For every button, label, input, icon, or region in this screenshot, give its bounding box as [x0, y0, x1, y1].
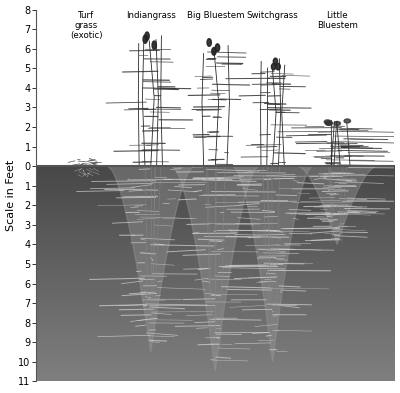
Text: Turf
grass
(exotic): Turf grass (exotic) — [70, 11, 102, 40]
Text: Little
Bluestem: Little Bluestem — [317, 11, 358, 30]
Text: Switchgrass: Switchgrass — [247, 11, 298, 20]
Bar — [36, 9, 394, 166]
Polygon shape — [298, 166, 376, 244]
Polygon shape — [233, 166, 312, 362]
Ellipse shape — [326, 121, 332, 125]
Ellipse shape — [207, 39, 211, 46]
Ellipse shape — [152, 41, 156, 49]
Ellipse shape — [272, 64, 276, 70]
Ellipse shape — [215, 44, 220, 51]
Polygon shape — [172, 166, 258, 372]
Ellipse shape — [325, 121, 332, 125]
Ellipse shape — [143, 35, 147, 43]
Ellipse shape — [212, 48, 216, 55]
Text: Indiangrass: Indiangrass — [126, 11, 176, 20]
Polygon shape — [108, 166, 194, 352]
Ellipse shape — [324, 120, 331, 124]
Ellipse shape — [334, 121, 340, 125]
Text: Big Bluestem: Big Bluestem — [186, 11, 244, 20]
Ellipse shape — [145, 32, 149, 40]
Ellipse shape — [344, 119, 350, 123]
Y-axis label: Scale in Feet: Scale in Feet — [6, 160, 16, 231]
Ellipse shape — [273, 58, 278, 64]
Ellipse shape — [276, 64, 280, 70]
